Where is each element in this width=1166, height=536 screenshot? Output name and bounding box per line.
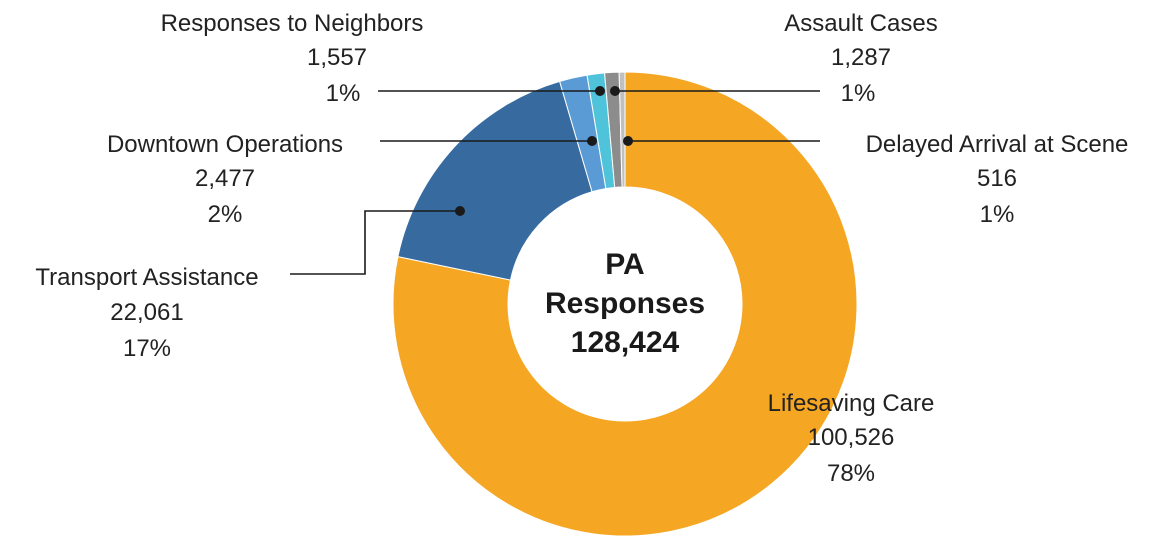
slice-label-value: 1,287 bbox=[831, 44, 891, 71]
slice-label-percent: 78% bbox=[827, 460, 875, 487]
leader-dot-downtown-operations bbox=[587, 136, 597, 146]
center-label-total: 128,424 bbox=[571, 326, 680, 359]
slice-label-name: Lifesaving Care bbox=[768, 390, 935, 417]
center-label-line1: PA bbox=[605, 248, 644, 281]
leader-dot-delayed-arrival-at-scene bbox=[623, 136, 633, 146]
slice-label-percent: 1% bbox=[980, 201, 1015, 228]
label-transport-assistance: Transport Assistance 22,061 17% bbox=[35, 264, 258, 362]
leader-dot-transport-assistance bbox=[455, 206, 465, 216]
leader-lines bbox=[290, 86, 820, 275]
slice-label-percent: 2% bbox=[208, 201, 243, 228]
slice-transport-assistance bbox=[397, 80, 593, 281]
label-responses-to-neighbors: Responses to Neighbors 1,557 1% bbox=[161, 10, 424, 107]
slice-label-name: Delayed Arrival at Scene bbox=[866, 131, 1129, 158]
center-label-line2: Responses bbox=[545, 287, 705, 320]
slice-label-value: 22,061 bbox=[110, 299, 183, 326]
center-label: PA Responses 128,424 bbox=[545, 248, 705, 359]
label-assault-cases: Assault Cases 1,287 1% bbox=[784, 10, 937, 107]
slice-label-name: Assault Cases bbox=[784, 10, 937, 37]
label-lifesaving-care: Lifesaving Care 100,526 78% bbox=[768, 390, 935, 487]
leader-dot-responses-to-neighbors bbox=[595, 86, 605, 96]
slice-label-percent: 1% bbox=[841, 80, 876, 107]
slice-label-percent: 17% bbox=[123, 335, 171, 362]
label-delayed-arrival-at-scene: Delayed Arrival at Scene 516 1% bbox=[866, 131, 1129, 228]
slice-lifesaving-care bbox=[392, 71, 858, 536]
donut-slices bbox=[392, 71, 858, 536]
slice-label-name: Responses to Neighbors bbox=[161, 10, 424, 37]
slice-label-value: 2,477 bbox=[195, 165, 255, 192]
slice-label-value: 516 bbox=[977, 165, 1017, 192]
leader-line-transport-assistance bbox=[290, 210, 460, 275]
label-downtown-operations: Downtown Operations 2,477 2% bbox=[107, 131, 343, 228]
slice-label-percent: 1% bbox=[326, 80, 361, 107]
slice-delayed-arrival-at-scene bbox=[618, 71, 626, 188]
slice-label-name: Transport Assistance bbox=[35, 264, 258, 291]
slice-label-value: 100,526 bbox=[808, 424, 895, 451]
slice-label-name: Downtown Operations bbox=[107, 131, 343, 158]
slice-label-value: 1,557 bbox=[307, 44, 367, 71]
leader-dot-assault-cases bbox=[610, 86, 620, 96]
